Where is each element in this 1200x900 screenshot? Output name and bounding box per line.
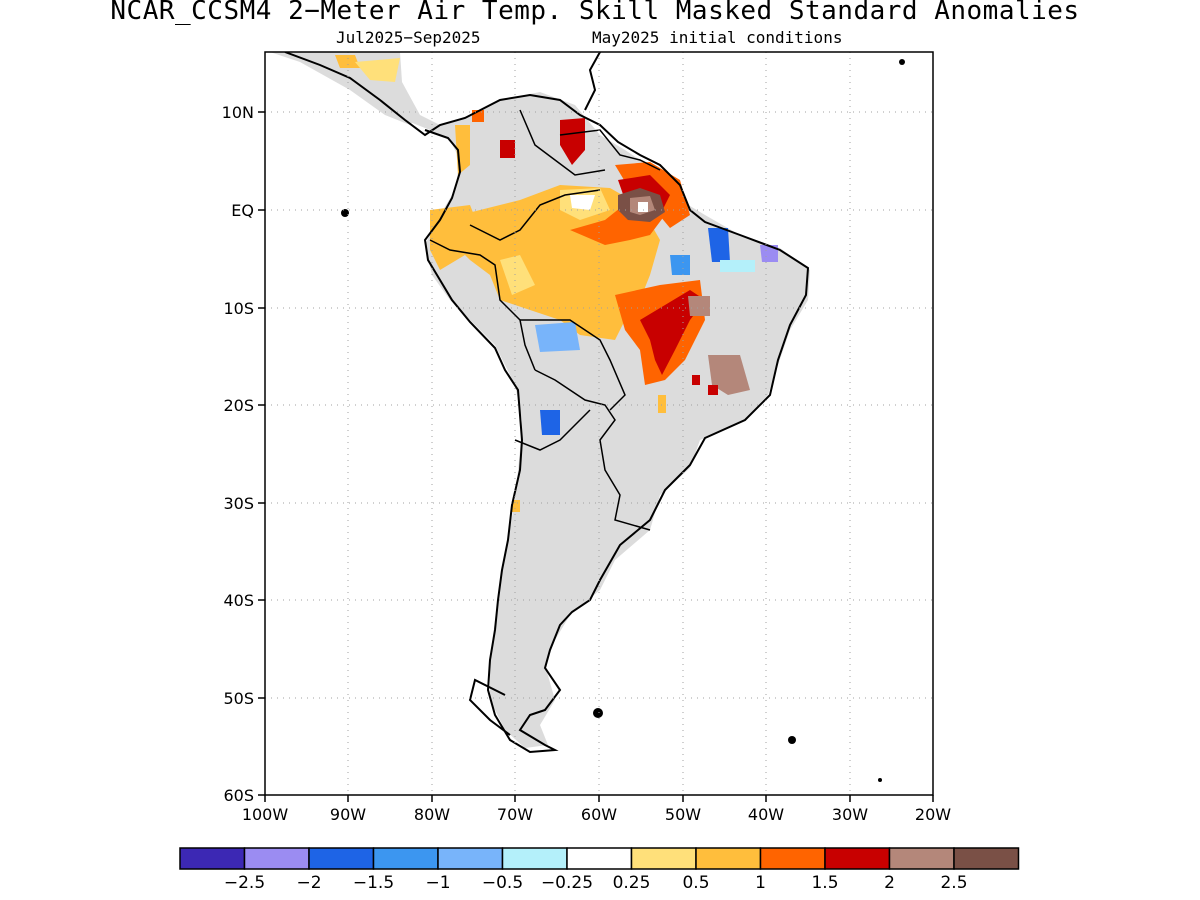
lon-label: 90W xyxy=(330,805,366,824)
anomaly-1p5-to-2 xyxy=(640,290,705,375)
colorbar-swatch xyxy=(695,847,762,870)
lon-label: 30W xyxy=(832,805,868,824)
colorbar-label: −0.25 xyxy=(541,873,593,893)
colorbar xyxy=(179,847,1020,870)
colorbar-swatch xyxy=(953,847,1020,870)
lon-label: 70W xyxy=(497,805,533,824)
colorbar-label: 1 xyxy=(755,873,766,893)
colorbar-swatch xyxy=(630,847,697,870)
lon-label: 100W xyxy=(242,805,289,824)
country-borders xyxy=(429,109,661,531)
colorbar-swatch xyxy=(888,847,955,870)
colorbar-swatch xyxy=(824,847,891,870)
colorbar-label: 0.25 xyxy=(613,873,651,893)
latitude-labels: 10N EQ 10S 20S 30S 40S 50S 60S xyxy=(222,103,254,805)
colorbar-swatch xyxy=(179,847,246,870)
colorbar-label: 2 xyxy=(884,873,895,893)
lon-label: 50W xyxy=(665,805,701,824)
initial-conditions: May2025 initial conditions xyxy=(592,28,843,47)
map-panel xyxy=(265,52,933,795)
lat-label: 40S xyxy=(223,591,254,610)
colorbar-label: 1.5 xyxy=(811,873,838,893)
colorbar-swatch xyxy=(243,847,310,870)
tick-marks xyxy=(258,111,934,802)
anomaly-neg-1p5-to-neg-1 xyxy=(708,228,730,262)
colorbar-swatch xyxy=(566,847,633,870)
coastlines xyxy=(284,52,810,754)
lat-label: 10N xyxy=(222,103,254,122)
forecast-period: Jul2025−Sep2025 xyxy=(336,28,481,47)
colorbar-label: −0.5 xyxy=(482,873,523,893)
lat-label: EQ xyxy=(231,201,254,220)
lon-label: 80W xyxy=(414,805,450,824)
colorbar-label: −1.5 xyxy=(353,873,394,893)
lat-label: 60S xyxy=(223,786,254,805)
lat-label: 10S xyxy=(223,299,254,318)
islands xyxy=(341,59,905,782)
lon-label: 20W xyxy=(915,805,951,824)
colorbar-label: 0.5 xyxy=(682,873,709,893)
colorbar-label: 2.5 xyxy=(940,873,967,893)
lat-label: 50S xyxy=(223,689,254,708)
colorbar-swatch xyxy=(759,847,826,870)
colorbar-labels: −2.5 −2 −1.5 −1 −0.5 −0.25 0.25 0.5 1 1.5 2 2.5 xyxy=(224,873,968,893)
colorbar-swatch xyxy=(437,847,504,870)
lon-label: 40W xyxy=(748,805,784,824)
colorbar-label: −1 xyxy=(425,873,450,893)
colorbar-label: −2.5 xyxy=(224,873,265,893)
colorbar-swatch xyxy=(308,847,375,870)
lat-label: 20S xyxy=(223,396,254,415)
colorbar-label: −2 xyxy=(296,873,321,893)
colorbar-swatch xyxy=(501,847,568,870)
lon-label: 60W xyxy=(581,805,617,824)
map-title: NCAR_CCSM4 2−Meter Air Temp. Skill Maske… xyxy=(110,0,1080,26)
lat-label: 30S xyxy=(223,494,254,513)
colorbar-swatch xyxy=(372,847,439,870)
longitude-labels: 100W 90W 80W 70W 60W 50W 40W 30W 20W xyxy=(242,805,951,824)
